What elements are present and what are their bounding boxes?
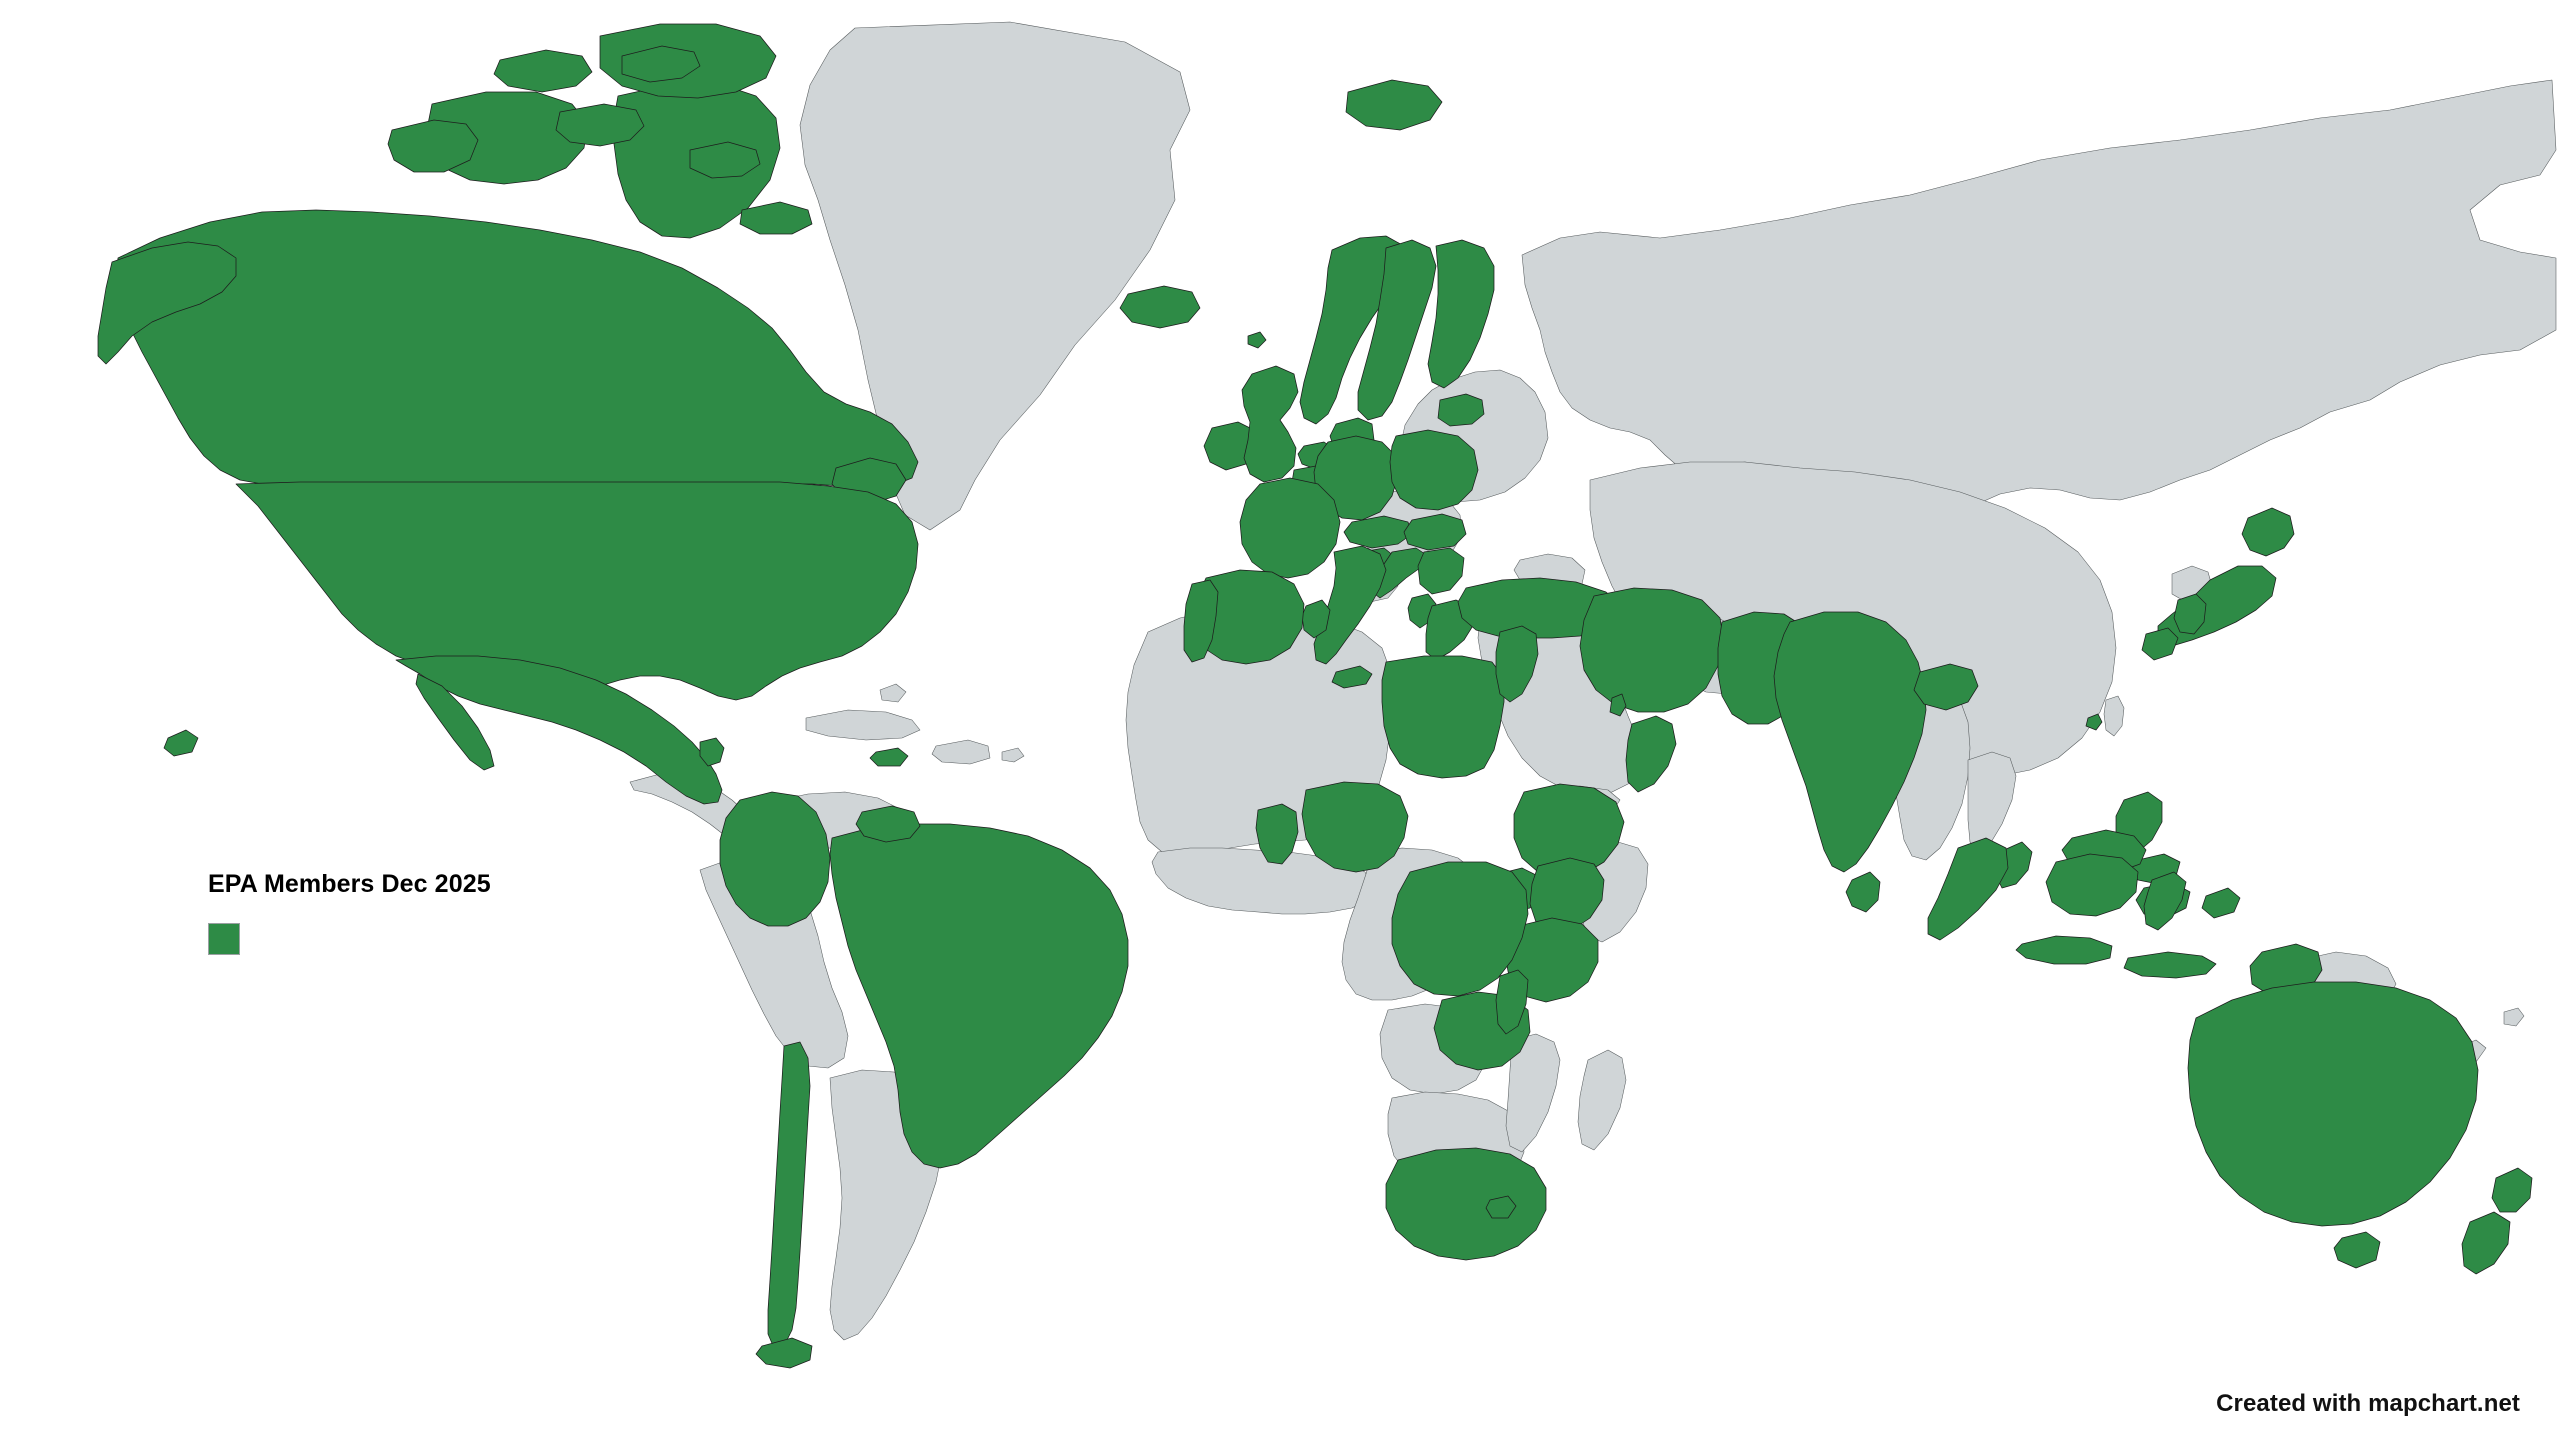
island-arctic-small-4 (740, 202, 812, 234)
country-hong-kong (2086, 714, 2102, 730)
legend-entries (208, 923, 252, 955)
country-sweden (1358, 240, 1436, 420)
country-indonesia-kalimantan (2046, 854, 2138, 916)
country-hungary (1404, 514, 1466, 550)
country-mexico (396, 656, 722, 804)
country-egypt (1382, 656, 1504, 778)
country-australia (2188, 982, 2478, 1226)
country-iceland (1120, 286, 1200, 328)
country-madagascar (1578, 1050, 1626, 1150)
country-qatar (1610, 694, 1626, 716)
country-indonesia-maluku (2202, 888, 2240, 918)
country-indonesia-java (2016, 936, 2112, 964)
country-dr-congo (1392, 862, 1528, 996)
country-south-korea (2174, 594, 2206, 634)
country-united-kingdom (1242, 366, 1298, 482)
country-germany (1314, 436, 1398, 520)
country-hispaniola (932, 740, 990, 764)
country-new-zealand-north (2492, 1168, 2532, 1212)
legend-row-member (208, 923, 252, 955)
country-chile (768, 1042, 810, 1348)
country-belize (700, 738, 724, 766)
country-finland (1428, 240, 1494, 388)
country-usa (236, 482, 918, 700)
member-countries (98, 24, 2532, 1368)
island-arctic-small-1 (494, 50, 592, 92)
legend-swatch-member (208, 923, 240, 955)
country-serbia (1418, 548, 1464, 594)
country-israel-jordan (1496, 626, 1538, 702)
country-jamaica (870, 748, 908, 766)
country-japan (2242, 508, 2294, 556)
country-lithuania (1438, 394, 1484, 426)
country-lesotho (1486, 1196, 1516, 1218)
country-puerto-rico (1002, 748, 1024, 762)
island-svalbard (1346, 80, 1442, 130)
country-indonesia-lesser-sunda (2124, 952, 2216, 978)
island-hawaii (164, 730, 198, 756)
country-japan-kyushu (2142, 628, 2178, 660)
country-northeast-india (1914, 664, 1978, 710)
country-south-africa (1386, 1148, 1546, 1260)
island-faroe (1248, 332, 1266, 348)
country-mozambique (1506, 1034, 1560, 1152)
island-devon (556, 104, 644, 146)
country-usa-alaska (98, 242, 236, 364)
country-poland (1390, 430, 1478, 510)
country-indonesia-sulawesi (2144, 872, 2186, 930)
country-vietnam (1968, 752, 2016, 852)
country-italy (1314, 546, 1386, 664)
island-banks (388, 120, 478, 172)
country-sri-lanka (1846, 872, 1880, 912)
island-tasmania (2334, 1232, 2380, 1268)
country-brazil (830, 824, 1128, 1168)
country-new-zealand-south (2462, 1212, 2510, 1274)
country-france (1240, 478, 1340, 578)
attribution-text: Created with mapchart.net (2216, 1390, 2520, 1417)
island-arctic-small-3 (690, 142, 760, 178)
island-arctic-small-2 (622, 46, 700, 82)
country-greenland (800, 22, 1190, 530)
country-colombia (720, 792, 830, 926)
country-suriname-guyana (856, 806, 920, 842)
island-fiji (2504, 1008, 2524, 1026)
country-iran (1580, 588, 1724, 712)
country-austria (1344, 516, 1412, 548)
country-taiwan (2104, 696, 2124, 736)
island-tierra-del-fuego (756, 1338, 812, 1368)
country-malawi (1496, 970, 1528, 1034)
country-bahamas (880, 684, 906, 702)
country-ghana (1256, 804, 1298, 864)
legend-title: EPA Members Dec 2025 (208, 870, 491, 898)
country-russia (1522, 80, 2556, 518)
island-sicily (1332, 666, 1372, 688)
country-indonesia-sumatra (1928, 838, 2008, 940)
country-baja-california (416, 674, 494, 770)
country-portugal (1184, 580, 1218, 662)
country-india (1774, 612, 1926, 872)
country-cuba (806, 710, 920, 740)
map-legend: EPA Members Dec 2025 (208, 872, 491, 955)
country-oman (1626, 716, 1676, 792)
country-nigeria (1302, 782, 1408, 872)
